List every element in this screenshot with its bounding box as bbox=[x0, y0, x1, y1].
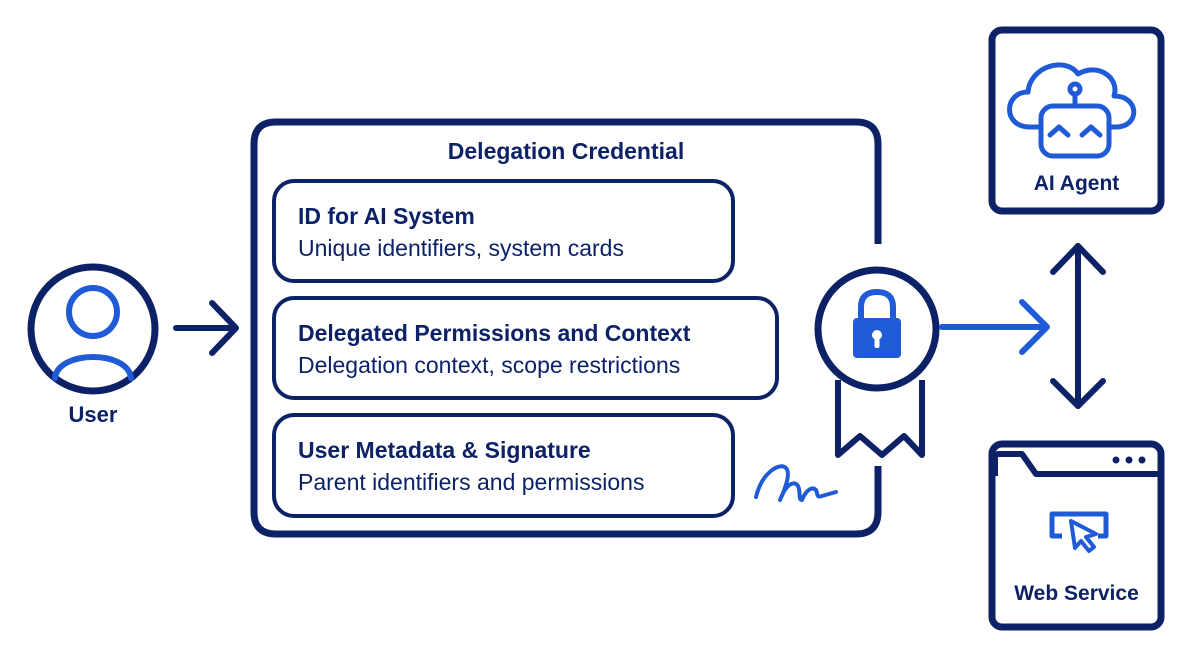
card-2-box bbox=[272, 296, 779, 400]
credential-frame bbox=[250, 118, 882, 538]
cursor-icon bbox=[1049, 511, 1109, 553]
card-3-box bbox=[272, 413, 735, 518]
card-1-desc: Unique identifiers, system cards bbox=[298, 235, 624, 261]
card-2-title: Delegated Permissions and Context bbox=[298, 320, 691, 346]
card-1: ID for AI System Unique identifiers, sys… bbox=[298, 202, 624, 262]
arrow-credential-to-agent bbox=[939, 299, 1050, 355]
signature-icon bbox=[754, 464, 838, 502]
card-2: Delegated Permissions and Context Delega… bbox=[298, 319, 690, 379]
credential-title: Delegation Credential bbox=[447, 138, 685, 164]
web-service-label: Web Service bbox=[1014, 582, 1139, 605]
arrow-user-to-credential bbox=[173, 300, 239, 356]
user-icon bbox=[27, 263, 159, 395]
seal-ribbon-icon bbox=[814, 266, 940, 458]
ai-agent-label: AI Agent bbox=[1033, 172, 1120, 195]
card-3-desc: Parent identifiers and permissions bbox=[298, 469, 645, 495]
user-label: User bbox=[68, 402, 118, 427]
card-3: User Metadata & Signature Parent identif… bbox=[298, 436, 644, 496]
web-service-box bbox=[988, 440, 1165, 631]
browser-menu-dots-icon bbox=[1112, 456, 1146, 464]
robot-cloud-icon bbox=[1007, 62, 1137, 159]
card-2-desc: Delegation context, scope restrictions bbox=[298, 352, 681, 378]
card-1-box bbox=[272, 179, 735, 283]
card-3-title: User Metadata & Signature bbox=[298, 437, 591, 463]
ai-agent-box bbox=[988, 26, 1165, 215]
lock-icon bbox=[853, 288, 901, 358]
browser-window-icon bbox=[992, 451, 1158, 477]
card-1-title: ID for AI System bbox=[298, 203, 475, 229]
double-arrow-agent-web bbox=[1050, 243, 1106, 409]
